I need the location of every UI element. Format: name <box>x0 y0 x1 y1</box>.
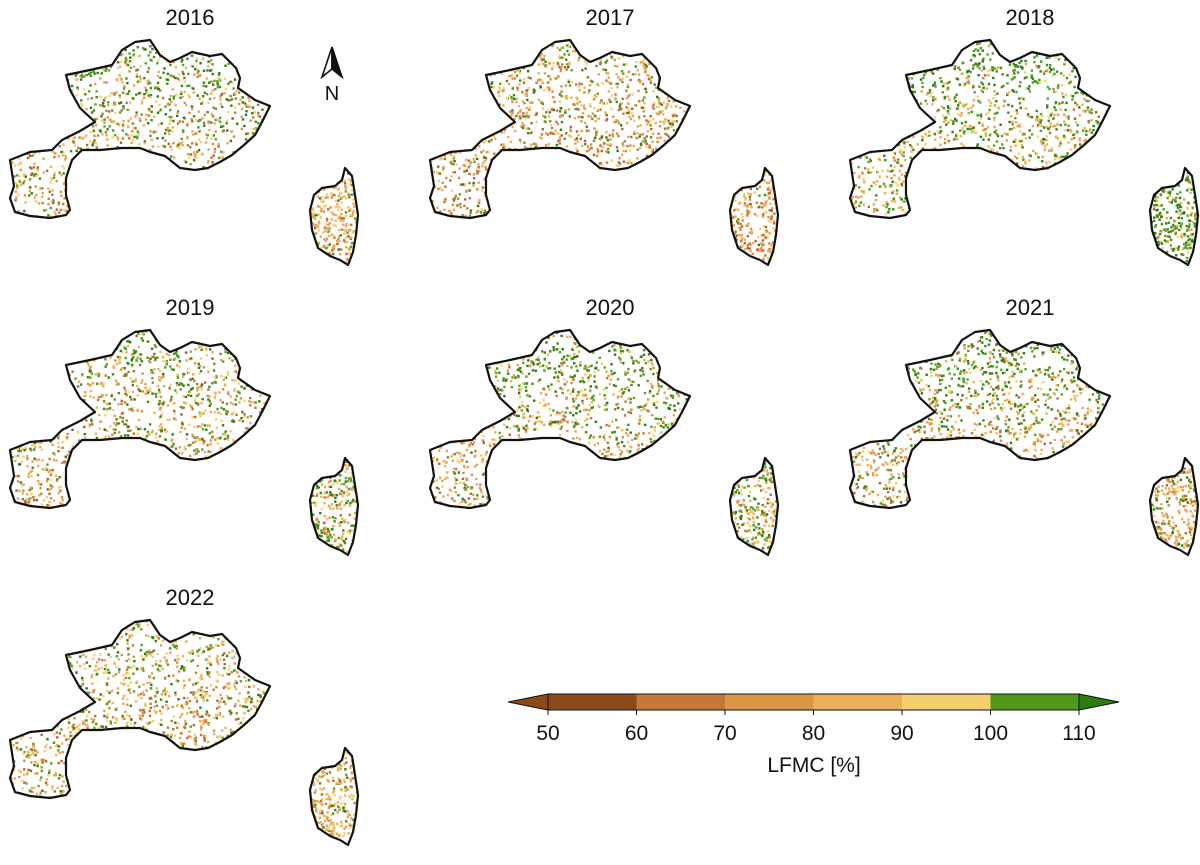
mainland-outline <box>430 330 690 508</box>
colorbar-tick-label: 100 <box>973 722 1008 746</box>
map-panel-2021: 2021 <box>840 290 1200 575</box>
colorbar-extend-max <box>1079 694 1119 710</box>
panel-year-title: 2016 <box>0 5 380 31</box>
colorbar-tick-label: 90 <box>890 722 913 746</box>
corsica-lfmc-pixels <box>308 746 362 850</box>
corsica-lfmc-pixels <box>728 456 782 560</box>
lfmc-map <box>0 320 370 570</box>
panel-year-title: 2022 <box>0 585 380 611</box>
corsica-lfmc-pixels <box>308 456 362 560</box>
colorbar-tick-label: 110 <box>1062 722 1095 746</box>
map-panel-2017: 2017 <box>420 0 800 285</box>
colorbar-title: LFMC [%] <box>504 754 1124 778</box>
corsica-lfmc-pixels <box>728 166 782 270</box>
colorbar-segment <box>902 694 991 710</box>
panel-year-title: 2019 <box>0 295 380 321</box>
colorbar-tick-label: 50 <box>536 722 559 746</box>
panel-year-title: 2020 <box>420 295 800 321</box>
colorbar-tick-label: 60 <box>625 722 648 746</box>
colorbar <box>504 690 1124 720</box>
corsica-lfmc-pixels <box>308 166 362 270</box>
north-arrow-icon <box>314 45 350 85</box>
north-label: N <box>314 83 350 106</box>
colorbar-legend: 50 60 70 80 90 100 110 LFMC [%] <box>504 690 1124 790</box>
panel-year-title: 2021 <box>840 295 1200 321</box>
colorbar-segment <box>637 694 726 710</box>
panel-year-title: 2017 <box>420 5 800 31</box>
colorbar-tick-label: 70 <box>713 722 736 746</box>
map-panel-2020: 2020 <box>420 290 800 575</box>
colorbar-segment <box>725 694 814 710</box>
lfmc-map <box>0 610 370 860</box>
lfmc-map <box>840 30 1200 280</box>
colorbar-segment <box>991 694 1080 710</box>
colorbar-tick-label: 80 <box>802 722 825 746</box>
colorbar-ticks: 50 60 70 80 90 100 110 <box>504 722 1124 752</box>
north-arrow: N <box>314 45 350 111</box>
lfmc-map <box>840 320 1200 570</box>
panel-year-title: 2018 <box>840 5 1200 31</box>
colorbar-segment <box>814 694 903 710</box>
lfmc-map <box>420 30 790 280</box>
map-panel-2019: 2019 <box>0 290 380 575</box>
lfmc-map <box>420 320 790 570</box>
map-panel-2018: 2018 <box>840 0 1200 285</box>
map-panel-2016: 2016 <box>0 0 380 285</box>
map-panel-2022: 2022 <box>0 580 380 865</box>
colorbar-segment <box>548 694 637 710</box>
colorbar-extend-min <box>508 694 548 710</box>
